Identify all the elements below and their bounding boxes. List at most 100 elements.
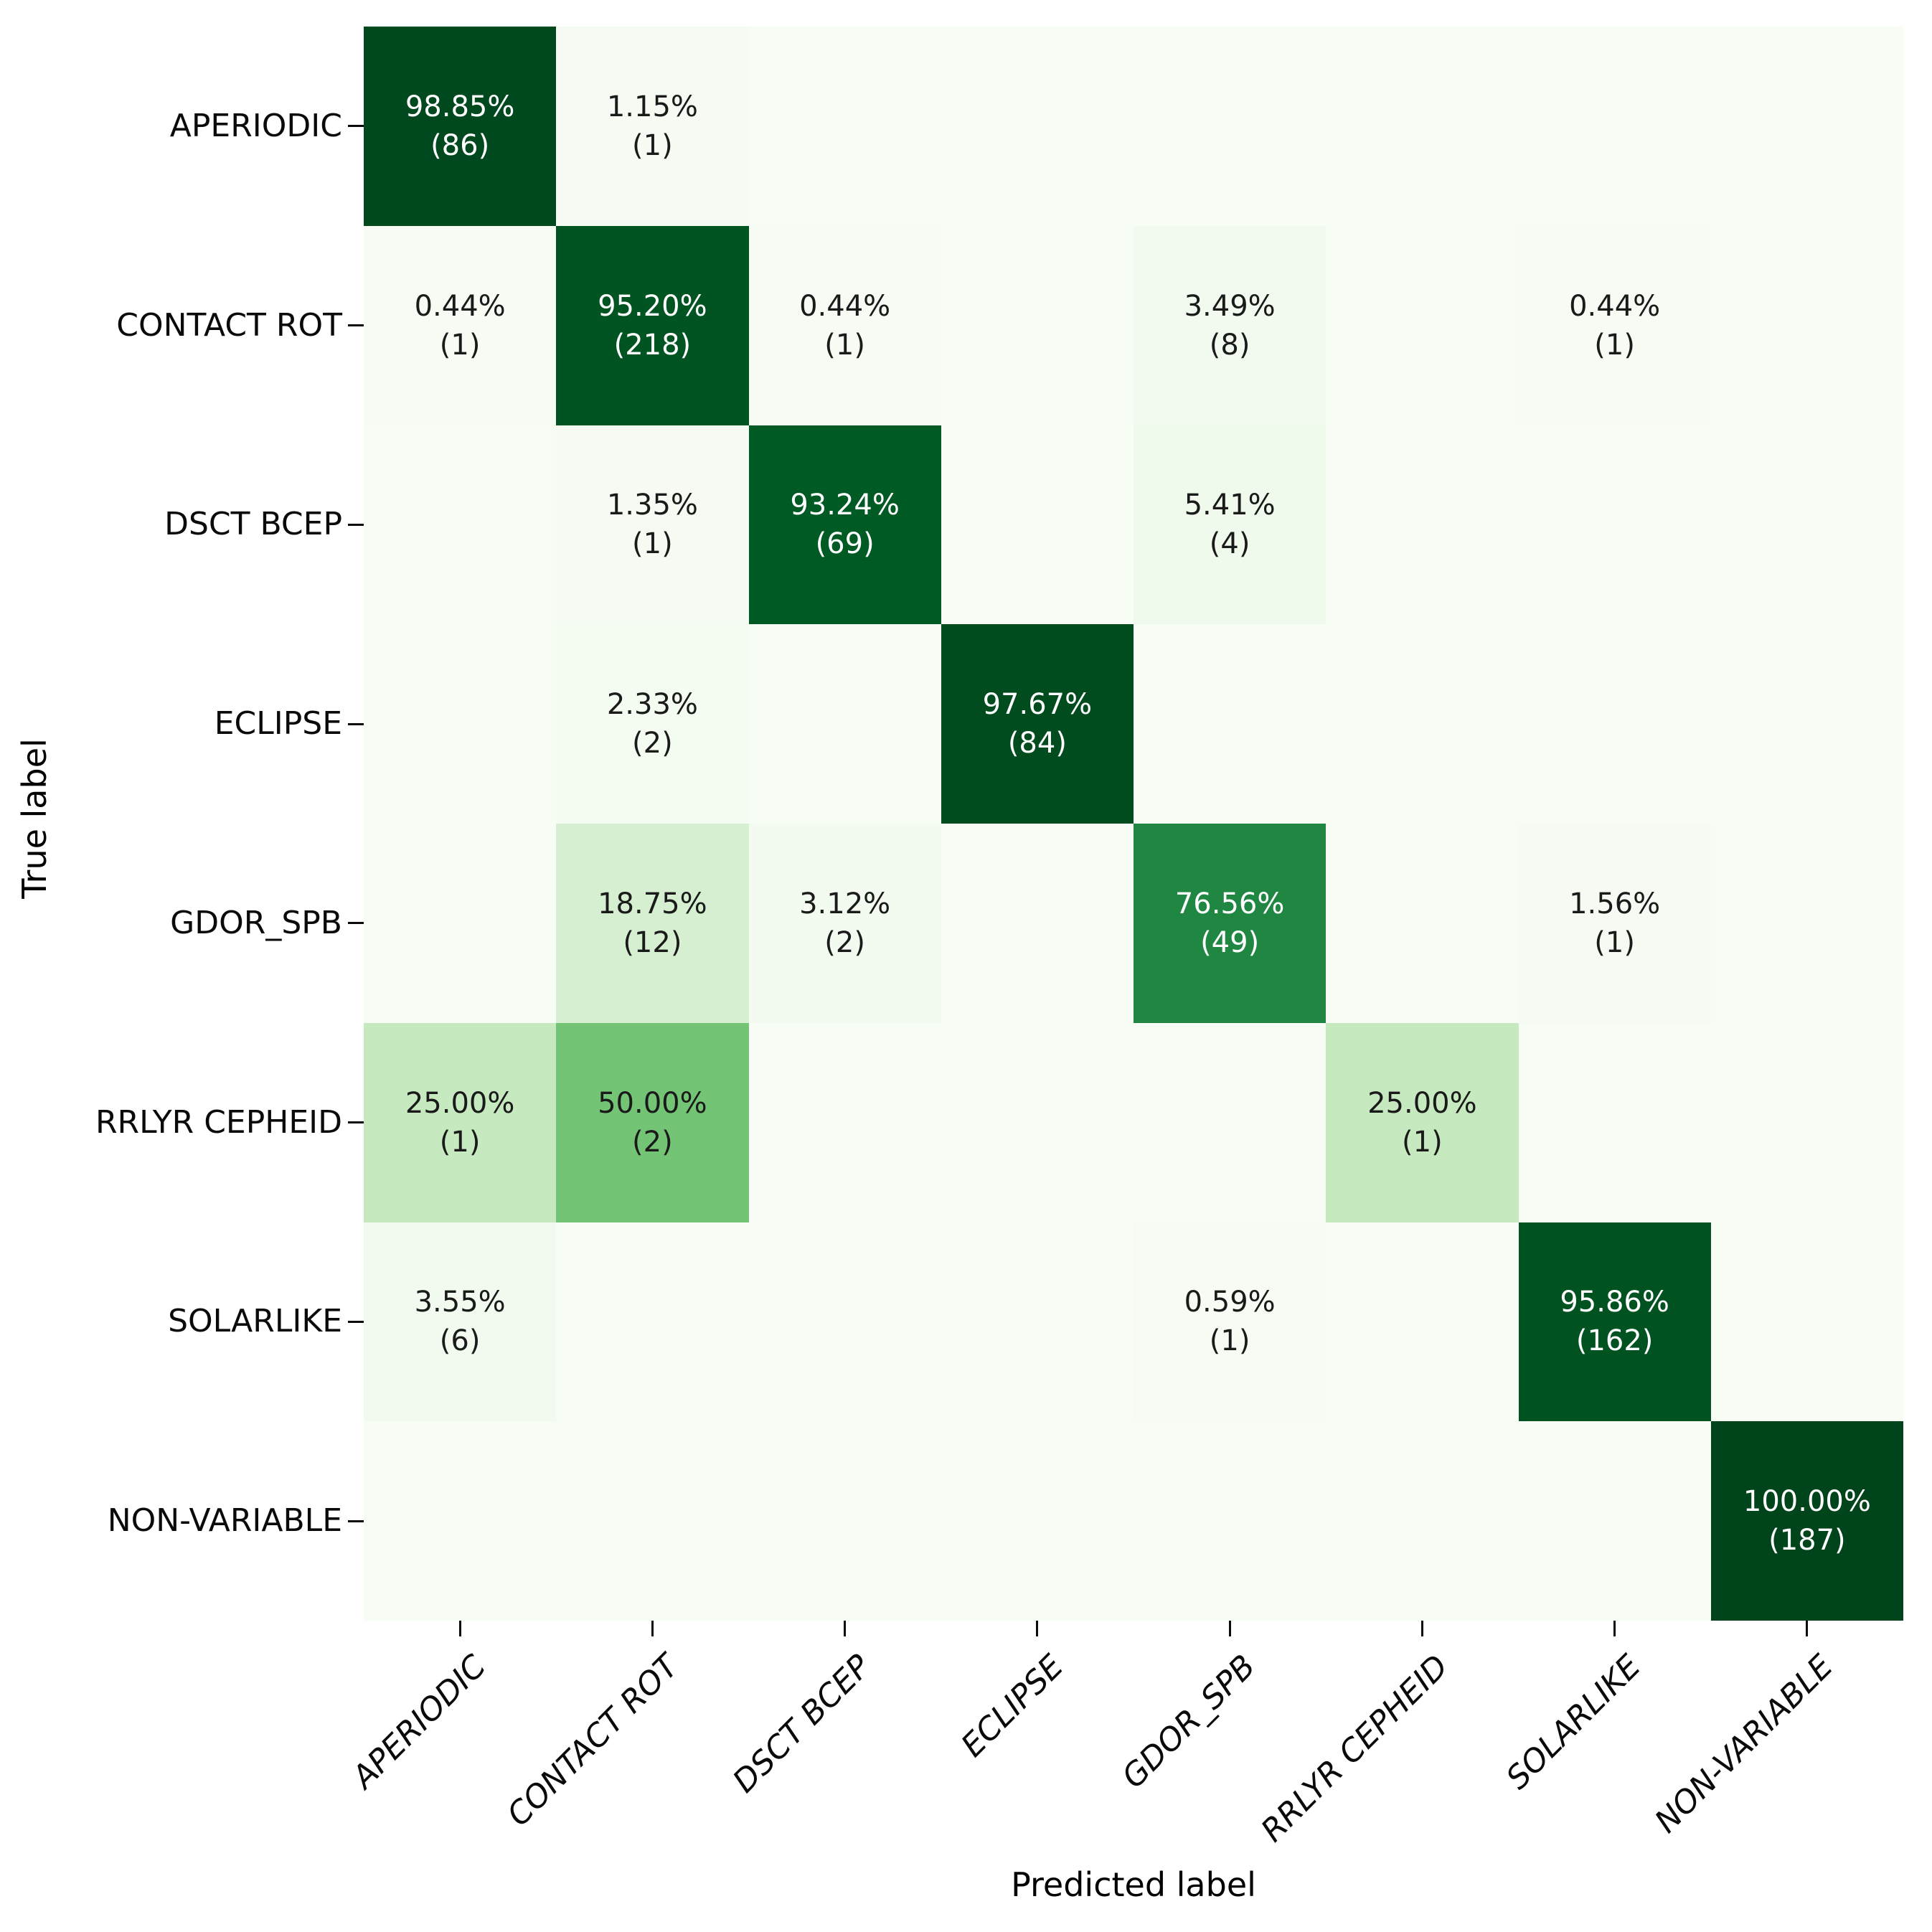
y-tick-mark bbox=[348, 1320, 364, 1323]
matrix-cell-r0c4 bbox=[1134, 27, 1327, 226]
y-tick-label-contact-rot: CONTACT ROT bbox=[116, 306, 342, 344]
y-tick-label-rrlyr-cepheid: RRLYR CEPHEID bbox=[95, 1103, 342, 1141]
cell-percent-value: 1.35% bbox=[606, 489, 698, 522]
matrix-cell-r0c0: 98.85% (86) bbox=[364, 27, 557, 226]
cell-count-value: (2) bbox=[632, 727, 673, 760]
y-axis-title: True label bbox=[15, 738, 54, 899]
matrix-cell-r3c0 bbox=[364, 624, 557, 824]
cell-count-value: (2) bbox=[824, 925, 865, 959]
cell-percent-value: 2.33% bbox=[606, 688, 698, 722]
matrix-cell-r1c4: 3.49% (8) bbox=[1134, 225, 1327, 425]
matrix-cell-r7c1 bbox=[556, 1421, 749, 1621]
matrix-cell-r4c3 bbox=[941, 824, 1134, 1023]
matrix-cell-r2c4: 5.41% (4) bbox=[1134, 425, 1327, 625]
x-tick-label-aperiodic: APERIODIC bbox=[345, 1648, 494, 1796]
cell-percent-value: 5.41% bbox=[1184, 489, 1276, 522]
matrix-cell-r3c4 bbox=[1134, 624, 1327, 824]
x-tick-mark bbox=[1228, 1621, 1231, 1636]
matrix-cell-r0c7 bbox=[1710, 27, 1903, 226]
matrix-cell-r0c2 bbox=[748, 27, 941, 226]
cell-percent-value: 98.85% bbox=[405, 90, 515, 123]
x-axis-title: Predicted label bbox=[1011, 1865, 1256, 1904]
y-tick-label-gdor-spb: GDOR_SPB bbox=[170, 904, 342, 941]
cell-count-value: (1) bbox=[632, 128, 673, 162]
cell-count-value: (4) bbox=[1209, 527, 1250, 561]
y-tick-label-aperiodic: APERIODIC bbox=[169, 107, 342, 144]
y-tick-mark bbox=[348, 523, 364, 526]
matrix-cell-r3c7 bbox=[1710, 624, 1903, 824]
cell-count-value: (12) bbox=[623, 925, 682, 959]
cell-count-value: (2) bbox=[632, 1125, 673, 1159]
matrix-cell-r5c1: 50.00% (2) bbox=[556, 1022, 749, 1222]
matrix-cell-r4c0 bbox=[364, 824, 557, 1023]
cell-percent-value: 3.55% bbox=[414, 1286, 506, 1319]
cell-count-value: (187) bbox=[1768, 1524, 1846, 1558]
x-tick-mark bbox=[1613, 1621, 1616, 1636]
cell-count-value: (49) bbox=[1200, 925, 1260, 959]
cell-count-value: (1) bbox=[1594, 328, 1635, 362]
y-tick-label-non-variable: NON-VARIABLE bbox=[107, 1502, 342, 1540]
cell-count-value: (1) bbox=[439, 1125, 481, 1159]
cell-count-value: (86) bbox=[430, 128, 490, 162]
cell-count-value: (1) bbox=[439, 328, 481, 362]
matrix-cell-r4c7 bbox=[1710, 824, 1903, 1023]
cell-count-value: (8) bbox=[1209, 328, 1250, 362]
matrix-cell-r0c3 bbox=[941, 27, 1134, 226]
matrix-cell-r5c2 bbox=[748, 1022, 941, 1222]
cell-percent-value: 0.44% bbox=[799, 289, 891, 323]
matrix-cell-r2c1: 1.35% (1) bbox=[556, 425, 749, 625]
matrix-cell-r7c4 bbox=[1134, 1421, 1327, 1621]
matrix-cell-r5c4 bbox=[1134, 1022, 1327, 1222]
matrix-cell-r4c5 bbox=[1326, 824, 1519, 1023]
cell-percent-value: 97.67% bbox=[982, 688, 1093, 722]
matrix-cell-r0c6 bbox=[1518, 27, 1711, 226]
cell-percent-value: 25.00% bbox=[405, 1086, 515, 1120]
matrix-cell-r6c0: 3.55% (6) bbox=[364, 1222, 557, 1422]
matrix-cell-r1c5 bbox=[1326, 225, 1519, 425]
cell-count-value: (1) bbox=[1594, 925, 1635, 959]
matrix-cell-r5c6 bbox=[1518, 1022, 1711, 1222]
cell-percent-value: 3.12% bbox=[799, 887, 891, 920]
matrix-cell-r7c7: 100.00% (187) bbox=[1710, 1421, 1903, 1621]
cell-percent-value: 50.00% bbox=[598, 1086, 707, 1120]
x-tick-mark bbox=[844, 1621, 847, 1636]
matrix-cell-r1c0: 0.44% (1) bbox=[364, 225, 557, 425]
cell-count-value: (1) bbox=[632, 527, 673, 561]
matrix-cell-r4c6: 1.56% (1) bbox=[1518, 824, 1711, 1023]
cell-percent-value: 0.59% bbox=[1184, 1286, 1276, 1319]
matrix-cell-r2c0 bbox=[364, 425, 557, 625]
matrix-cell-r2c2: 93.24% (69) bbox=[748, 425, 941, 625]
x-tick-label-gdor-spb: GDOR_SPB bbox=[1115, 1648, 1263, 1796]
matrix-cell-r3c2 bbox=[748, 624, 941, 824]
y-tick-mark bbox=[348, 324, 364, 327]
matrix-cell-r4c4: 76.56% (49) bbox=[1134, 824, 1327, 1023]
matrix-cell-r2c5 bbox=[1326, 425, 1519, 625]
matrix-cell-r1c7 bbox=[1710, 225, 1903, 425]
matrix-cell-r6c3 bbox=[941, 1222, 1134, 1422]
cell-percent-value: 95.86% bbox=[1560, 1286, 1669, 1319]
matrix-cell-r7c3 bbox=[941, 1421, 1134, 1621]
x-tick-label-non-variable: NON-VARIABLE bbox=[1647, 1648, 1840, 1840]
x-tick-label-eclipse: ECLIPSE bbox=[953, 1648, 1070, 1765]
x-tick-mark bbox=[1806, 1621, 1809, 1636]
cell-percent-value: 0.44% bbox=[414, 289, 506, 323]
cell-percent-value: 18.75% bbox=[598, 887, 707, 920]
matrix-cell-r5c7 bbox=[1710, 1022, 1903, 1222]
matrix-cell-r1c2: 0.44% (1) bbox=[748, 225, 941, 425]
matrix-cell-r3c3: 97.67% (84) bbox=[941, 624, 1134, 824]
matrix-cell-r7c0 bbox=[364, 1421, 557, 1621]
cell-percent-value: 76.56% bbox=[1174, 887, 1285, 920]
matrix-cell-r4c1: 18.75% (12) bbox=[556, 824, 749, 1023]
x-tick-label-dsct-bcep: DSCT BCEP bbox=[725, 1648, 878, 1800]
matrix-cell-r6c1 bbox=[556, 1222, 749, 1422]
cell-percent-value: 93.24% bbox=[790, 489, 900, 522]
matrix-cell-r6c2 bbox=[748, 1222, 941, 1422]
y-tick-mark bbox=[348, 1519, 364, 1522]
matrix-cell-r5c0: 25.00% (1) bbox=[364, 1022, 557, 1222]
matrix-cell-r1c1: 95.20% (218) bbox=[556, 225, 749, 425]
matrix-cell-r5c5: 25.00% (1) bbox=[1326, 1022, 1519, 1222]
cell-count-value: (1) bbox=[1209, 1324, 1250, 1358]
matrix-cell-r4c2: 3.12% (2) bbox=[748, 824, 941, 1023]
matrix-cell-r7c6 bbox=[1518, 1421, 1711, 1621]
cell-count-value: (6) bbox=[439, 1324, 481, 1358]
